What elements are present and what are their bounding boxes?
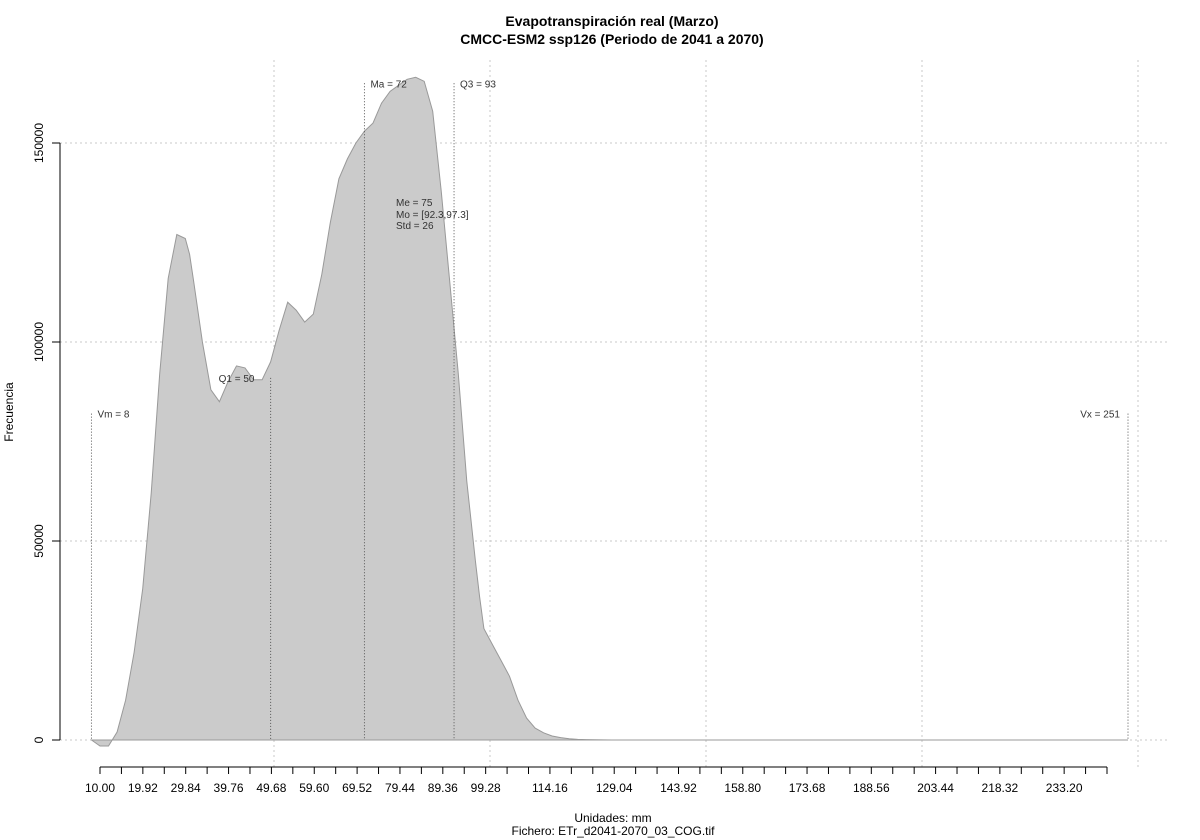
x-tick-label: 89.36 <box>428 781 458 795</box>
stat-mode: Mo = [92.3,97.3] <box>396 210 469 221</box>
x-tick-label: 19.92 <box>128 781 158 795</box>
x-tick-label: 59.60 <box>299 781 329 795</box>
marker-label: Vx = 251 <box>1080 410 1120 421</box>
x-tick-label: 173.68 <box>789 781 826 795</box>
stat-markers: Vm = 8 Q1 = 50 Ma = 72 Q3 = 93 Vx = 251 <box>90 79 1129 740</box>
x-ticks: 10.00 19.92 29.84 39.76 49.68 59.60 69.52 79.44… <box>85 767 1108 795</box>
y-tick-label: 150000 <box>32 123 46 163</box>
x-tick-label: 158.80 <box>724 781 761 795</box>
x-axis-label: Unidades: mm <box>574 811 651 825</box>
x-tick-label: 114.16 <box>532 781 568 795</box>
marker-label: Q1 = 50 <box>219 374 255 385</box>
x-tick-label: 29.84 <box>171 781 201 795</box>
x-tick-label: 188.56 <box>853 781 890 795</box>
marker-label: Vm = 8 <box>97 410 129 421</box>
y-tick-label: 100000 <box>32 322 46 362</box>
x-tick-label: 39.76 <box>214 781 244 795</box>
y-tick-label: 0 <box>32 736 46 743</box>
marker-label: Ma = 72 <box>370 79 407 90</box>
x-tick-label: 49.68 <box>256 781 286 795</box>
stats-annotation: Me = 75 Mo = [92.3,97.3] Std = 26 <box>396 198 469 232</box>
marker-label: Q3 = 93 <box>460 79 496 90</box>
footer-filename: Fichero: ETr_d2041-2070_03_COG.tif <box>512 824 716 838</box>
density-area <box>89 76 1128 747</box>
x-tick-label: 79.44 <box>385 781 415 795</box>
x-tick-label: 143.92 <box>660 781 697 795</box>
chart-subtitle: CMCC-ESM2 ssp126 (Periodo de 2041 a 2070… <box>460 31 763 47</box>
stat-std: Std = 26 <box>396 221 434 232</box>
x-tick-label: 69.52 <box>342 781 372 795</box>
axes <box>59 143 1107 768</box>
x-tick-label: 129.04 <box>596 781 633 795</box>
x-tick-label: 10.00 <box>85 781 115 795</box>
stat-median: Me = 75 <box>396 198 433 209</box>
x-tick-label: 99.28 <box>471 781 501 795</box>
y-tick-label: 50000 <box>32 524 46 558</box>
chart-title: Evapotranspiración real (Marzo) <box>505 13 718 29</box>
y-axis-label: Frecuencia <box>2 382 16 442</box>
x-tick-label: 203.44 <box>917 781 954 795</box>
y-ticks: 0 50000 100000 150000 <box>32 123 60 743</box>
x-tick-label: 218.32 <box>982 781 1019 795</box>
x-tick-label: 233.20 <box>1046 781 1083 795</box>
